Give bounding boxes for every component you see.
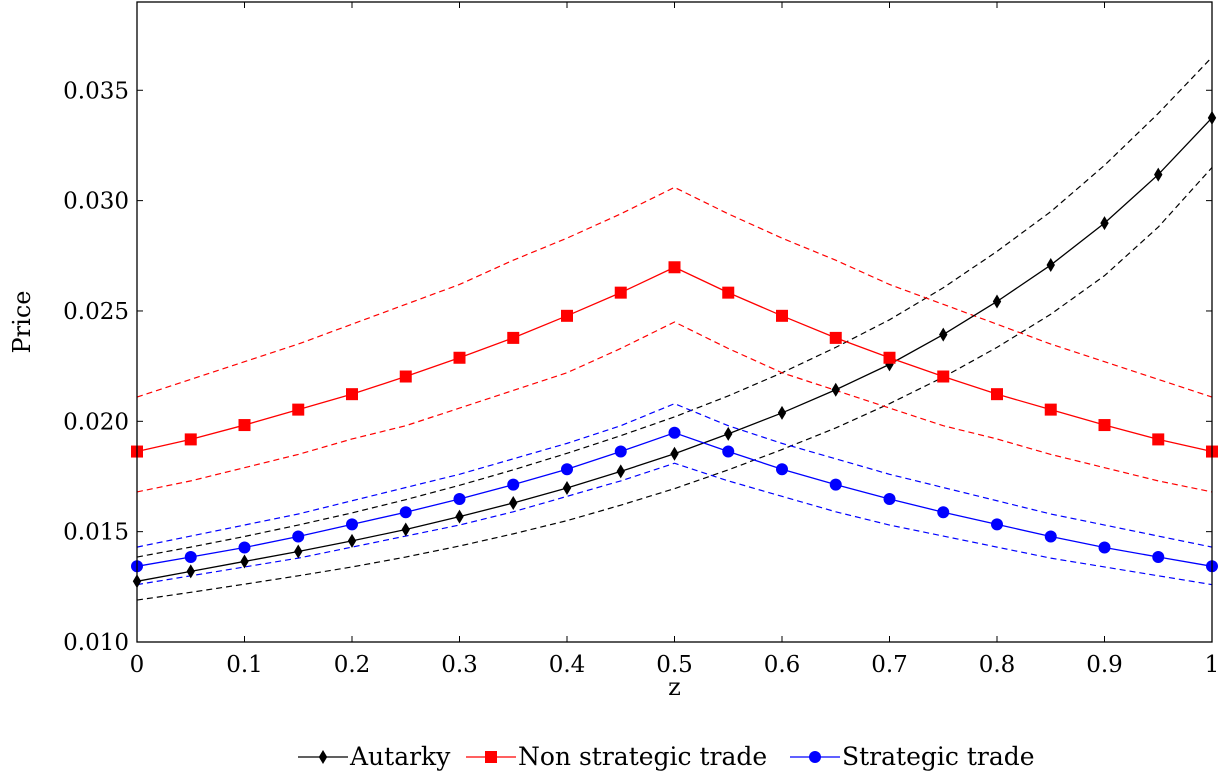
strategic-trade-point — [507, 478, 520, 491]
strategic-trade-point — [1044, 530, 1057, 543]
autarky-line — [136, 117, 1213, 582]
non-strategic-trade-point — [346, 388, 358, 401]
autarky-band-lower — [136, 167, 1213, 601]
x-tick-label: 0.7 — [871, 652, 908, 678]
autarky-point — [186, 564, 195, 579]
legend-label: Non strategic trade — [518, 742, 767, 771]
strategic-trade-point — [292, 530, 305, 543]
strategic-trade-point — [722, 445, 735, 458]
legend-marker — [485, 751, 497, 763]
autarky-point — [401, 522, 410, 537]
non-strategic-trade-point — [453, 351, 466, 364]
strategic-trade-point — [668, 426, 681, 439]
non-strategic-trade-point — [1044, 403, 1057, 416]
legend-item-non-strategic-trade: Non strategic trade — [466, 742, 767, 771]
autarky-point — [1046, 258, 1055, 273]
strategic-trade-point — [399, 506, 412, 519]
strategic-trade-point — [883, 492, 896, 505]
y-axis-ticks: 0.010 0.015 0.020 0.025 0.030 0.035 — [63, 78, 1212, 656]
x-axis-ticks: 0 0.1 0.2 0.3 0.4 0.5 0.6 0.7 0.8 0.9 1 — [130, 2, 1220, 678]
non-strategic-trade-point — [292, 403, 305, 416]
strategic-trade-point — [1152, 551, 1165, 564]
x-tick-label: 0.9 — [1086, 652, 1123, 678]
strategic-trade-point — [829, 478, 842, 491]
x-tick-label: 0.1 — [226, 652, 263, 678]
strategic-trade-point — [991, 518, 1003, 531]
non-strategic-trade-point — [614, 286, 627, 299]
series-lines — [136, 117, 1213, 582]
y-tick-label: 0.030 — [63, 189, 129, 215]
autarky-point — [1154, 167, 1163, 182]
legend-marker — [809, 751, 821, 763]
legend-item-autarky: Autarky — [298, 742, 451, 771]
y-tick-label: 0.015 — [63, 520, 129, 546]
x-tick-label: 0.2 — [334, 652, 371, 678]
strategic-trade-point — [776, 463, 788, 476]
autarky-point — [509, 495, 518, 510]
non-strategic-trade-point — [937, 370, 950, 383]
autarky-point — [724, 426, 733, 441]
autarky-point — [294, 544, 303, 559]
y-tick-label: 0.035 — [63, 78, 129, 104]
autarky-band-upper — [136, 56, 1213, 558]
x-tick-label: 0.6 — [764, 652, 801, 678]
non-strategic-trade-point — [1098, 419, 1111, 432]
autarky-point — [562, 480, 572, 495]
non-strategic-trade-point — [1152, 433, 1165, 446]
non-strategic-trade-point — [561, 309, 573, 322]
non-strategic-trade-point — [399, 370, 412, 383]
y-tick-label: 0.010 — [63, 630, 129, 656]
non-strategic-trade-point — [991, 388, 1003, 401]
autarky-point — [939, 327, 948, 342]
strategic-trade-point — [184, 551, 197, 564]
legend-label: Autarky — [349, 742, 451, 771]
strategic-trade-point — [561, 463, 573, 476]
autarky-point — [240, 554, 249, 569]
autarky-point — [455, 509, 464, 524]
autarky-point — [831, 382, 840, 397]
strategic-trade-point — [614, 445, 627, 458]
strategic-trade-band-upper — [136, 403, 1213, 548]
non-strategic-trade-point — [668, 261, 681, 274]
strategic-trade-point — [238, 541, 251, 554]
non-strategic-trade-point — [883, 351, 896, 364]
autarky-point — [777, 405, 787, 420]
x-tick-label: 0.4 — [549, 652, 586, 678]
confidence-bands — [136, 56, 1213, 601]
legend-marker — [318, 750, 328, 764]
legend-label: Strategic trade — [842, 742, 1035, 771]
y-axis-title: Price — [8, 291, 36, 354]
non-strategic-trade-point — [776, 309, 788, 322]
x-tick-label: 0.3 — [441, 652, 478, 678]
non-strategic-trade-point — [184, 433, 197, 446]
x-axis-title: z — [668, 673, 681, 701]
x-tick-label: 0.5 — [656, 652, 693, 678]
non-strategic-trade-point — [238, 419, 251, 432]
strategic-trade-point — [453, 492, 466, 505]
non-strategic-trade-point — [722, 286, 735, 299]
x-tick-label: 1 — [1205, 652, 1220, 678]
legend: Autarky Non strategic trade Strategic trad… — [298, 742, 1035, 771]
strategic-trade-band-lower — [136, 462, 1213, 586]
series-markers — [131, 110, 1218, 589]
autarky-point — [347, 533, 357, 548]
x-tick-label: 0.8 — [979, 652, 1016, 678]
non-strategic-trade-point — [507, 331, 520, 344]
strategic-trade-point — [937, 506, 950, 519]
y-tick-label: 0.020 — [63, 409, 129, 435]
autarky-point — [616, 464, 625, 479]
legend-item-strategic-trade: Strategic trade — [790, 742, 1035, 771]
non-strategic-trade-band-lower — [136, 321, 1213, 493]
autarky-point — [670, 446, 679, 461]
non-strategic-trade-point — [829, 331, 842, 344]
strategic-trade-point — [1098, 541, 1111, 554]
y-tick-label: 0.025 — [63, 299, 129, 325]
non-strategic-trade-line — [136, 266, 1213, 453]
autarky-point — [992, 294, 1002, 309]
x-tick-label: 0 — [130, 652, 145, 678]
non-strategic-trade-band-upper — [136, 186, 1213, 398]
autarky-point — [1100, 216, 1109, 231]
strategic-trade-point — [346, 518, 358, 531]
